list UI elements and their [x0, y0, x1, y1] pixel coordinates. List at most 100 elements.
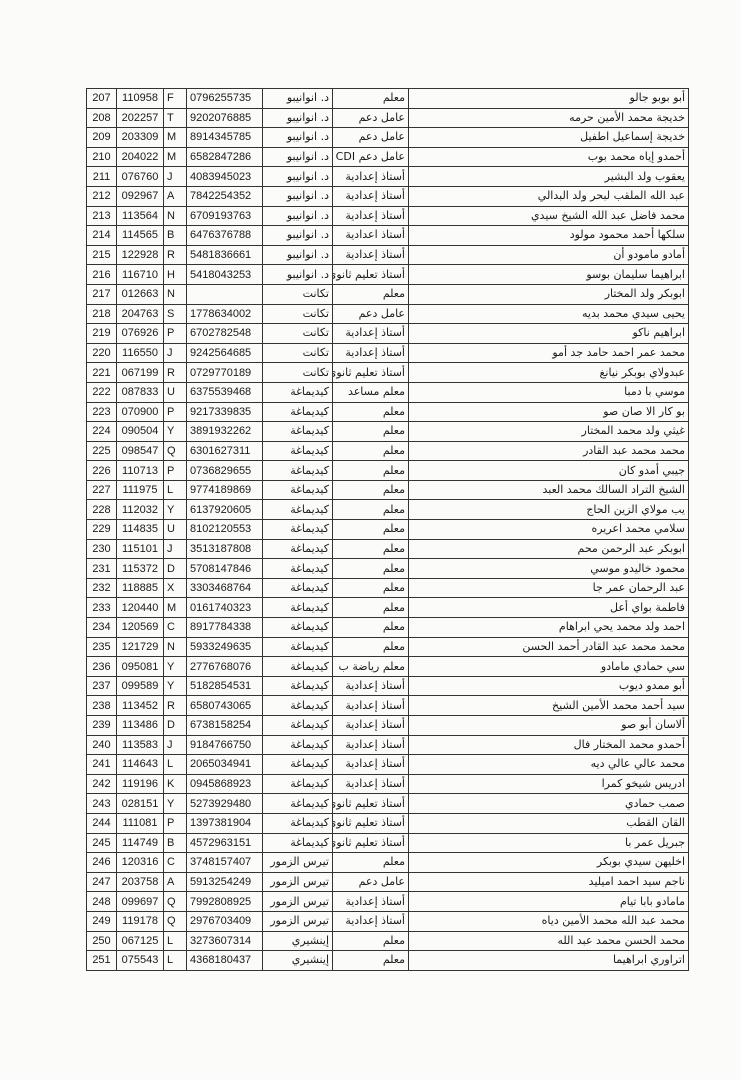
job-title-cell: أستاذ إعدادية [332, 754, 409, 775]
table-row: 239 113486 D 6738158254 كيديماغة أستاذ إعدادي… [86, 715, 689, 736]
job-title-cell: معلم [332, 930, 409, 952]
location-cell: كيديماغة [262, 479, 333, 501]
location-cell: كيديماغة [262, 793, 333, 814]
row-number-cell: 221 [86, 362, 117, 383]
letter-code-cell: P [163, 323, 187, 344]
employee-id-cell: 067199 [116, 362, 164, 383]
full-name-cell: غيثي ولد محمد المختار [408, 421, 689, 442]
full-name-cell: عبد الرحمان عمر جا [408, 577, 689, 599]
letter-code-cell: X [163, 577, 187, 599]
table-row: 248 099697 Q 7992808925 تيرس الزمور أستاذ إعد… [86, 891, 689, 912]
location-cell: كيديماغة [262, 597, 333, 619]
table-row: 251 075543 L 4368180437 إينشيري معلم اتراوري ا… [86, 950, 689, 971]
job-title-cell: معلم [332, 283, 409, 305]
row-number-cell: 208 [86, 107, 117, 129]
table-row: 243 028151 Y 5273929480 كيديماغة أستاذ تعليم … [86, 793, 689, 814]
row-number-cell: 215 [86, 244, 117, 266]
table-row: 207 110958 F 0796255735 د. انوانيبو معلم أبو ب… [86, 88, 689, 109]
location-cell: كيديماغة [262, 754, 333, 775]
employee-id-cell: 115101 [116, 538, 164, 560]
row-number-cell: 233 [86, 597, 117, 619]
employee-id-cell: 099589 [116, 675, 164, 697]
location-cell: كيديماغة [262, 538, 333, 560]
job-title-cell: أستاذ إعدادية [332, 910, 409, 932]
full-name-cell: يب مولاي الزين الحاج [408, 499, 689, 521]
row-number-cell: 224 [86, 421, 117, 442]
job-title-cell: معلم [332, 88, 409, 109]
national-id-cell: 3748157407 [186, 852, 263, 873]
job-title-cell: معلم [332, 950, 409, 971]
letter-code-cell: C [163, 852, 187, 873]
job-title-cell: أستاذ تعليم ثانوي [332, 362, 409, 383]
row-number-cell: 236 [86, 656, 117, 677]
table-row: 233 120440 M 0161740323 كيديماغة معلم فاطمة بو… [86, 597, 689, 619]
job-title-cell: معلم [332, 636, 409, 658]
table-row: 227 111975 L 9774189869 كيديماغة معلم الشيخ ال… [86, 479, 689, 501]
location-cell: كيديماغة [262, 381, 333, 403]
table-row: 240 113583 J 9184766750 كيديماغة أستاذ إعدادي… [86, 734, 689, 756]
full-name-cell: ابراهيما سليمان بوسو [408, 264, 689, 285]
employee-id-cell: 110958 [116, 88, 164, 109]
row-number-cell: 212 [86, 185, 117, 207]
job-title-cell: معلم [332, 852, 409, 873]
letter-code-cell: D [163, 715, 187, 736]
full-name-cell: ابراهيم ناكو [408, 323, 689, 344]
employee-id-cell: 118885 [116, 577, 164, 599]
job-title-cell: عامل دعم [332, 107, 409, 129]
location-cell: كيديماغة [262, 440, 333, 462]
job-title-cell: أستاذ تعليم ثانوي [332, 832, 409, 854]
row-number-cell: 251 [86, 950, 117, 971]
row-number-cell: 235 [86, 636, 117, 658]
letter-code-cell: J [163, 538, 187, 560]
table-row: 244 111081 P 1397381904 كيديماغة أستاذ تعليم … [86, 812, 689, 834]
full-name-cell: سي حمادي مامادو [408, 656, 689, 677]
national-id-cell: 4083945023 [186, 166, 263, 187]
full-name-cell: عبدولاي بوبكر نيانغ [408, 362, 689, 383]
letter-code-cell: Q [163, 891, 187, 912]
location-cell: كيديماغة [262, 695, 333, 716]
location-cell: كيديماغة [262, 617, 333, 638]
row-number-cell: 239 [86, 715, 117, 736]
table-row: 249 119178 Q 2976703409 تيرس الزمور أستاذ إعد… [86, 910, 689, 932]
national-id-cell: 3273607314 [186, 930, 263, 952]
employee-id-cell: 113564 [116, 205, 164, 227]
full-name-cell: ألاسان أبو صو [408, 715, 689, 736]
table-row: 209 203309 M 8914345785 د. انوانيبو عامل دعم خ… [86, 127, 689, 148]
letter-code-cell: K [163, 773, 187, 795]
table-row: 212 092967 A 7842254352 د. انوانيبو أستاذ إعد… [86, 185, 689, 207]
job-title-cell: معلم [332, 421, 409, 442]
employee-id-cell: 092967 [116, 185, 164, 207]
location-cell: كيديماغة [262, 832, 333, 854]
letter-code-cell: Y [163, 675, 187, 697]
job-title-cell: معلم [332, 617, 409, 638]
job-title-cell: معلم [332, 479, 409, 501]
table-row: 224 090504 Y 3891932262 كيديماغة معلم غيثي ولد… [86, 421, 689, 442]
national-id-cell: 3891932262 [186, 421, 263, 442]
national-id-cell: 0796255735 [186, 88, 263, 109]
letter-code-cell: Y [163, 421, 187, 442]
row-number-cell: 232 [86, 577, 117, 599]
letter-code-cell: N [163, 636, 187, 658]
full-name-cell: محمد عبد الله محمد الأمين دياه [408, 910, 689, 932]
letter-code-cell: N [163, 283, 187, 305]
national-id-cell: 5913254249 [186, 871, 263, 893]
table-row: 222 087833 U 6375539468 كيديماغة معلم مساعد مو… [86, 381, 689, 403]
letter-code-cell: L [163, 930, 187, 952]
employee-id-cell: 204022 [116, 146, 164, 168]
row-number-cell: 234 [86, 617, 117, 638]
row-number-cell: 226 [86, 460, 117, 481]
full-name-cell: أبو بوبو جالو [408, 88, 689, 109]
national-id-cell: 2976703409 [186, 910, 263, 932]
national-id-cell: 3303468764 [186, 577, 263, 599]
employee-id-cell: 095081 [116, 656, 164, 677]
employee-id-cell: 028151 [116, 793, 164, 814]
national-id-cell: 4368180437 [186, 950, 263, 971]
national-id-cell: 6582847286 [186, 146, 263, 168]
location-cell: د. انوانيبو [262, 264, 333, 285]
table-row: 236 095081 Y 2776768076 كيديماغة معلم رياضة ب… [86, 656, 689, 677]
job-title-cell: عامل دعم [332, 303, 409, 325]
national-id-cell: 5418043253 [186, 264, 263, 285]
full-name-cell: محمد الحسن محمد عبد الله [408, 930, 689, 952]
job-title-cell: أستاذ إعدادية [332, 734, 409, 756]
row-number-cell: 240 [86, 734, 117, 756]
